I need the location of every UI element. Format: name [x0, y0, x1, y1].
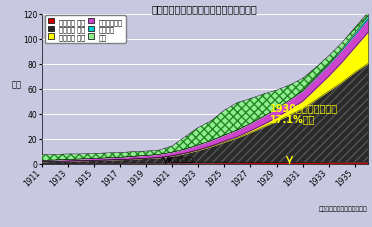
Text: 朝鮮総督府統計年報より作成: 朝鮮総督府統計年報より作成 — [319, 205, 368, 211]
Title: 植民地期朝鮮の初等教育：朝鮮人生徒数: 植民地期朝鮮の初等教育：朝鮮人生徒数 — [152, 4, 258, 14]
Text: 1930年時点の就学率
17.1%近辺: 1930年時点の就学率 17.1%近辺 — [270, 103, 338, 124]
Text: ▼原則６年制に: ▼原則６年制に — [167, 156, 194, 162]
Legend: 普通学校 官立, 普通学校 公立, 普通学校 私立, 私立各種学校, 簡易学校, 書堂: 普通学校 官立, 普通学校 公立, 普通学校 私立, 私立各種学校, 簡易学校,… — [45, 16, 126, 43]
Y-axis label: 万人: 万人 — [12, 80, 22, 89]
